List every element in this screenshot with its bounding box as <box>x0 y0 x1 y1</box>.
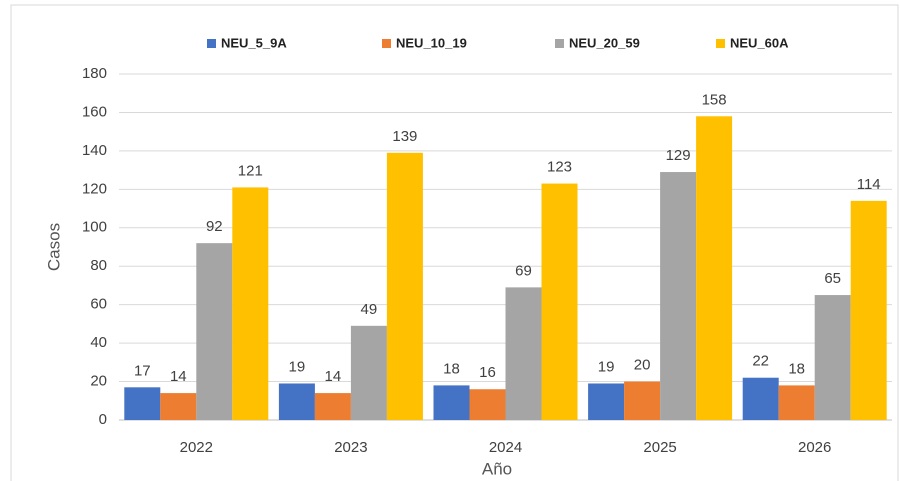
bar <box>124 387 161 420</box>
legend-swatch <box>382 39 391 48</box>
bar <box>469 389 506 420</box>
y-tick-label: 120 <box>82 180 107 197</box>
value-label: 19 <box>598 358 615 375</box>
value-label: 92 <box>206 218 223 235</box>
bar <box>660 172 697 420</box>
bar <box>814 295 851 420</box>
value-label: 123 <box>547 159 572 176</box>
y-axis-title: Casos <box>44 223 63 271</box>
legend-text: NEU_60A <box>730 35 789 50</box>
value-label: 17 <box>134 362 151 379</box>
x-axis-title: Año <box>482 459 512 478</box>
x-tick-label: 2026 <box>798 439 831 456</box>
bar <box>232 187 269 420</box>
bar <box>314 393 351 420</box>
y-tick-label: 60 <box>90 296 107 313</box>
y-tick-label: 100 <box>82 219 107 236</box>
value-label: 20 <box>634 357 651 374</box>
legend-text: NEU_5_9A <box>221 35 287 50</box>
x-tick-label: 2022 <box>180 439 213 456</box>
value-label: 65 <box>824 270 841 287</box>
bar <box>350 325 387 420</box>
x-tick-label: 2024 <box>489 439 522 456</box>
y-tick-label: 180 <box>82 65 107 82</box>
legend-swatch <box>716 39 725 48</box>
value-label: 18 <box>443 360 460 377</box>
bar <box>742 377 779 420</box>
value-label: 49 <box>361 301 378 318</box>
value-label: 14 <box>325 368 342 385</box>
bar <box>278 383 315 420</box>
bar <box>196 243 233 420</box>
value-label: 114 <box>857 176 881 193</box>
x-tick-label: 2023 <box>334 439 367 456</box>
legend-swatch <box>207 39 216 48</box>
y-tick-label: 140 <box>82 142 107 159</box>
y-tick-label: 160 <box>82 103 107 120</box>
value-label: 139 <box>392 128 417 145</box>
y-tick-label: 40 <box>90 334 107 351</box>
bar <box>386 152 423 421</box>
bar <box>850 200 887 420</box>
legend-text: NEU_10_19 <box>396 35 467 50</box>
value-label: 18 <box>788 360 805 377</box>
legend-text: NEU_20_59 <box>569 35 640 50</box>
value-label: 69 <box>515 262 532 279</box>
bar <box>433 385 470 420</box>
x-tick-label: 2025 <box>643 439 676 456</box>
bar <box>696 116 733 421</box>
legend-swatch <box>555 39 564 48</box>
value-label: 158 <box>702 91 727 108</box>
y-tick-label: 0 <box>99 411 107 428</box>
value-label: 22 <box>752 353 769 370</box>
bar <box>541 183 578 420</box>
value-label: 16 <box>479 364 496 381</box>
bar <box>778 385 815 420</box>
value-label: 19 <box>289 358 306 375</box>
value-label: 121 <box>238 162 263 179</box>
bar <box>505 287 542 420</box>
bar <box>624 381 661 420</box>
value-label: 14 <box>170 368 187 385</box>
value-label: 129 <box>666 147 691 164</box>
bar <box>588 383 625 420</box>
y-tick-label: 20 <box>90 373 107 390</box>
y-tick-label: 80 <box>90 257 107 274</box>
bar <box>160 393 197 420</box>
